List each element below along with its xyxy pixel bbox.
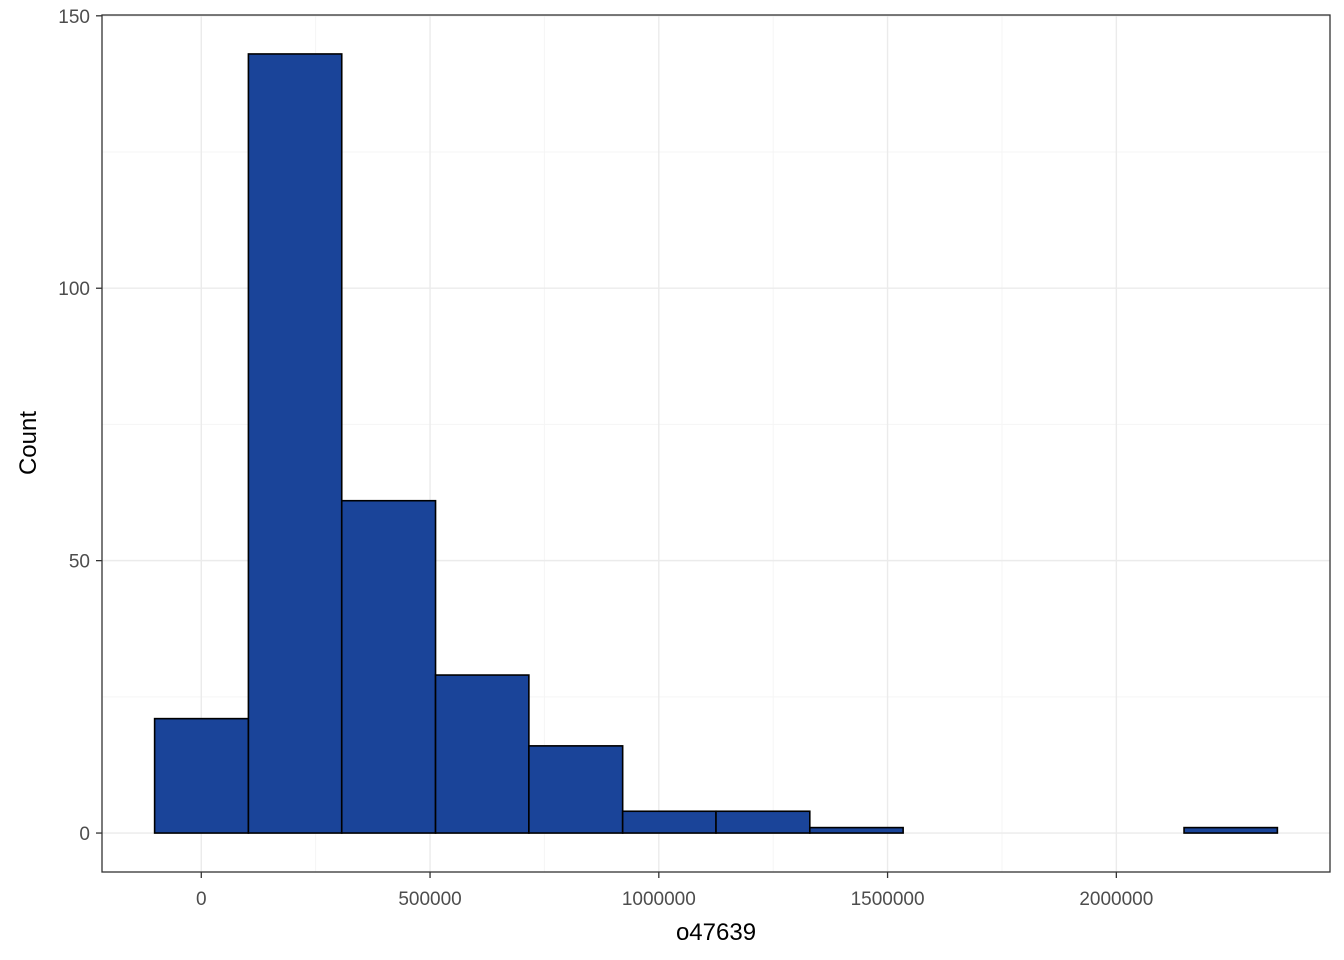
histogram-bars [153, 53, 1279, 834]
panel-border [101, 14, 1331, 873]
histogram-bar-8 [808, 826, 904, 834]
x-axis: 0 500000 1000000 1500000 2000000 [196, 872, 1153, 910]
x-tick-label: 500000 [398, 889, 461, 910]
y-tick-label: 50 [69, 552, 90, 573]
histogram-bar-5 [528, 745, 624, 834]
histogram-bar-2 [247, 53, 343, 834]
major-gridlines [102, 15, 1330, 872]
x-tick-label: 2000000 [1079, 889, 1153, 910]
histogram-bar-7 [715, 810, 811, 834]
y-tick-label: 100 [58, 279, 90, 300]
histogram-bar-6 [621, 810, 717, 834]
histogram-bar-3 [340, 499, 437, 834]
histogram-bar-12 [1183, 826, 1279, 834]
x-tick-label: 1500000 [851, 889, 925, 910]
y-tick-label: 150 [58, 7, 90, 28]
y-tick-label: 0 [79, 824, 90, 845]
x-axis-title: o47639 [676, 919, 756, 946]
histogram-bar-1 [153, 717, 250, 834]
y-axis: 0 50 100 150 [58, 7, 102, 845]
x-tick-label: 0 [196, 889, 207, 910]
histogram-bar-4 [434, 674, 530, 834]
x-tick-label: 1000000 [622, 889, 696, 910]
y-axis-title: Count [15, 411, 42, 475]
